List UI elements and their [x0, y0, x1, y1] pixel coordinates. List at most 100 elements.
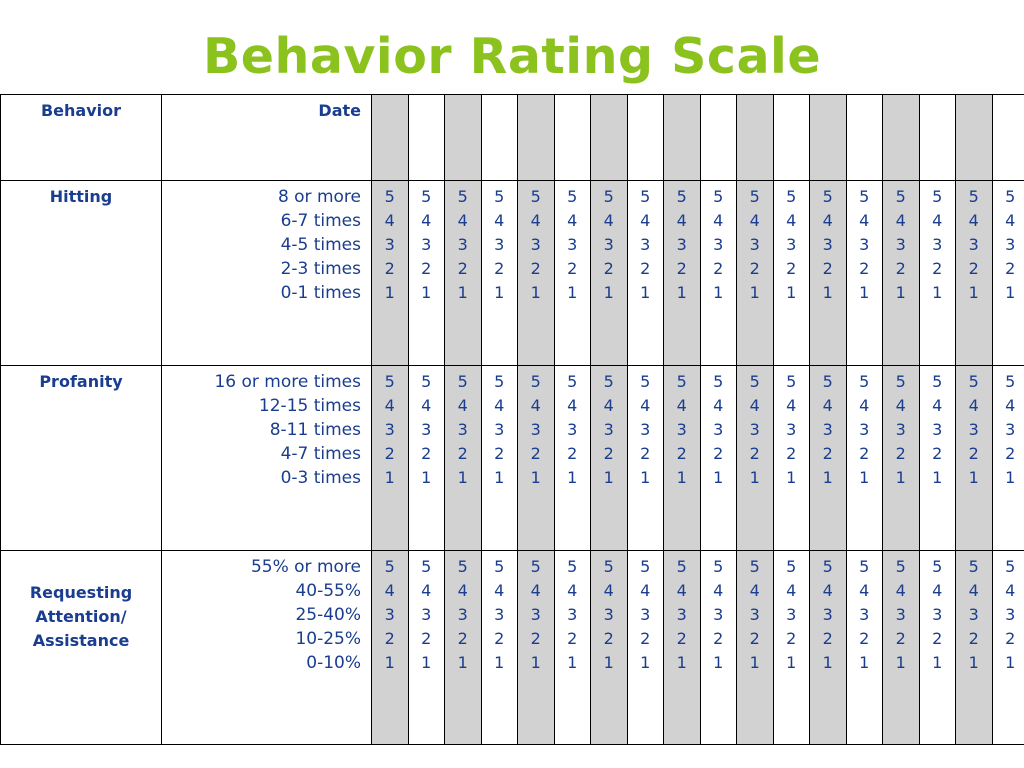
rating-cell-day-5[interactable]: 5 4 3 2 1: [517, 180, 555, 366]
rating-option[interactable]: 1: [457, 653, 468, 672]
rating-option[interactable]: 3: [822, 605, 833, 624]
rating-option[interactable]: 1: [786, 468, 797, 487]
rating-option[interactable]: 2: [932, 629, 943, 648]
rating-option[interactable]: 2: [968, 629, 979, 648]
rating-option[interactable]: 3: [676, 420, 687, 439]
rating-option[interactable]: 2: [530, 629, 541, 648]
rating-option[interactable]: 2: [384, 444, 395, 463]
rating-option[interactable]: 2: [676, 444, 687, 463]
rating-option[interactable]: 4: [713, 211, 724, 230]
rating-option[interactable]: 5: [968, 557, 979, 576]
rating-option[interactable]: 1: [786, 283, 797, 302]
rating-option[interactable]: 1: [567, 468, 578, 487]
rating-option[interactable]: 5: [530, 557, 541, 576]
rating-cell-day-15[interactable]: 5 4 3 2 1: [882, 180, 920, 366]
rating-option[interactable]: 5: [676, 372, 687, 391]
rating-option[interactable]: 5: [895, 557, 906, 576]
rating-option[interactable]: 5: [457, 187, 468, 206]
rating-option[interactable]: 4: [676, 211, 687, 230]
rating-option[interactable]: 1: [932, 283, 943, 302]
rating-option[interactable]: 1: [384, 468, 395, 487]
rating-option[interactable]: 5: [567, 187, 578, 206]
rating-cell-day-14[interactable]: 5 4 3 2 1: [845, 365, 883, 551]
rating-option[interactable]: 5: [567, 372, 578, 391]
rating-option[interactable]: 2: [1005, 629, 1016, 648]
rating-option[interactable]: 4: [640, 211, 651, 230]
rating-cell-day-8[interactable]: 5 4 3 2 1: [626, 180, 664, 366]
rating-cell-day-1[interactable]: 5 4 3 2 1: [371, 550, 409, 745]
rating-cell-day-17[interactable]: 5 4 3 2 1: [955, 550, 993, 745]
rating-cell-day-7[interactable]: 5 4 3 2 1: [590, 365, 628, 551]
rating-option[interactable]: 3: [895, 420, 906, 439]
rating-option[interactable]: 4: [530, 581, 541, 600]
rating-option[interactable]: 3: [640, 605, 651, 624]
rating-cell-day-11[interactable]: 5 4 3 2 1: [736, 365, 774, 551]
rating-option[interactable]: 2: [932, 259, 943, 278]
rating-option[interactable]: 5: [932, 372, 943, 391]
rating-option[interactable]: 3: [859, 605, 870, 624]
rating-option[interactable]: 2: [786, 444, 797, 463]
rating-option[interactable]: 5: [895, 372, 906, 391]
rating-option[interactable]: 3: [749, 420, 760, 439]
rating-option[interactable]: 5: [457, 372, 468, 391]
rating-cell-day-12[interactable]: 5 4 3 2 1: [772, 365, 810, 551]
rating-option[interactable]: 1: [713, 283, 724, 302]
rating-option[interactable]: 4: [786, 211, 797, 230]
rating-option[interactable]: 4: [384, 396, 395, 415]
date-cell-13[interactable]: [809, 94, 847, 181]
rating-option[interactable]: 4: [567, 581, 578, 600]
rating-option[interactable]: 5: [603, 187, 614, 206]
rating-option[interactable]: 2: [640, 259, 651, 278]
rating-option[interactable]: 2: [895, 259, 906, 278]
rating-option[interactable]: 3: [421, 235, 432, 254]
rating-option[interactable]: 2: [932, 444, 943, 463]
rating-option[interactable]: 1: [494, 468, 505, 487]
rating-option[interactable]: 2: [713, 629, 724, 648]
rating-option[interactable]: 5: [932, 557, 943, 576]
rating-option[interactable]: 4: [822, 396, 833, 415]
rating-cell-day-18[interactable]: 5 4 3 2 1: [991, 180, 1024, 366]
rating-option[interactable]: 1: [457, 468, 468, 487]
rating-option[interactable]: 1: [640, 283, 651, 302]
rating-option[interactable]: 2: [1005, 444, 1016, 463]
rating-option[interactable]: 2: [749, 629, 760, 648]
rating-option[interactable]: 4: [676, 396, 687, 415]
rating-option[interactable]: 2: [494, 629, 505, 648]
rating-cell-day-18[interactable]: 5 4 3 2 1: [991, 365, 1024, 551]
rating-cell-day-9[interactable]: 5 4 3 2 1: [663, 365, 701, 551]
rating-cell-day-6[interactable]: 5 4 3 2 1: [553, 550, 591, 745]
rating-option[interactable]: 3: [457, 235, 468, 254]
rating-option[interactable]: 3: [1005, 420, 1016, 439]
rating-option[interactable]: 2: [749, 259, 760, 278]
rating-option[interactable]: 2: [895, 444, 906, 463]
rating-option[interactable]: 3: [567, 420, 578, 439]
rating-option[interactable]: 2: [603, 629, 614, 648]
date-cell-8[interactable]: [626, 94, 664, 181]
rating-option[interactable]: 3: [895, 605, 906, 624]
rating-option[interactable]: 1: [895, 653, 906, 672]
rating-option[interactable]: 3: [384, 235, 395, 254]
rating-cell-day-15[interactable]: 5 4 3 2 1: [882, 550, 920, 745]
rating-option[interactable]: 1: [384, 283, 395, 302]
rating-option[interactable]: 3: [603, 420, 614, 439]
rating-option[interactable]: 4: [1005, 211, 1016, 230]
rating-cell-day-11[interactable]: 5 4 3 2 1: [736, 550, 774, 745]
rating-option[interactable]: 5: [786, 557, 797, 576]
date-cell-15[interactable]: [882, 94, 920, 181]
rating-option[interactable]: 5: [457, 557, 468, 576]
rating-option[interactable]: 3: [530, 605, 541, 624]
rating-cell-day-16[interactable]: 5 4 3 2 1: [918, 365, 956, 551]
rating-option[interactable]: 1: [968, 468, 979, 487]
rating-option[interactable]: 5: [676, 557, 687, 576]
rating-cell-day-4[interactable]: 5 4 3 2 1: [480, 365, 518, 551]
rating-option[interactable]: 4: [932, 396, 943, 415]
rating-option[interactable]: 5: [749, 187, 760, 206]
rating-option[interactable]: 5: [494, 187, 505, 206]
rating-cell-day-18[interactable]: 5 4 3 2 1: [991, 550, 1024, 745]
rating-option[interactable]: 4: [968, 396, 979, 415]
rating-option[interactable]: 4: [494, 396, 505, 415]
rating-cell-day-13[interactable]: 5 4 3 2 1: [809, 365, 847, 551]
rating-option[interactable]: 1: [421, 653, 432, 672]
rating-option[interactable]: 1: [603, 468, 614, 487]
rating-option[interactable]: 3: [567, 235, 578, 254]
